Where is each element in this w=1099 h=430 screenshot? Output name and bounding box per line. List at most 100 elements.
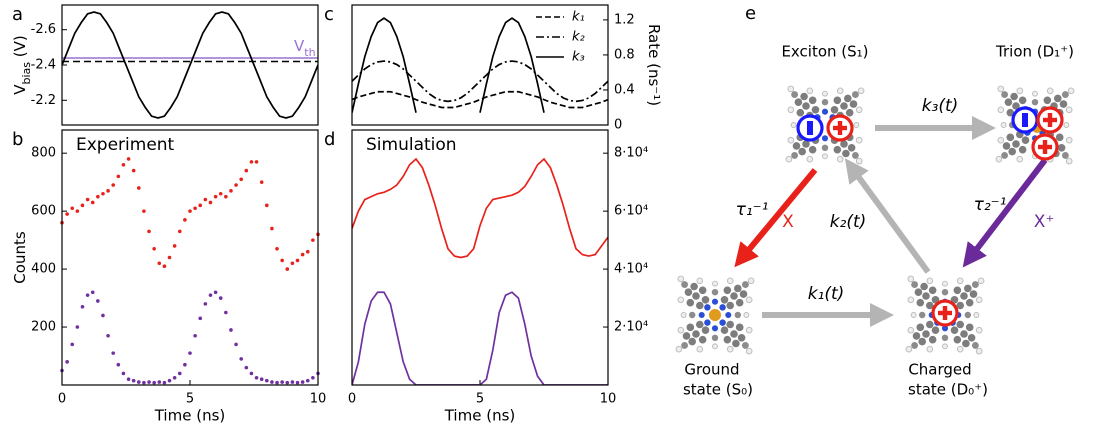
x-tick-label: 5 [186,392,194,407]
data-point [80,304,85,309]
data-point [208,200,213,205]
data-point [305,249,310,254]
y-tick-label: -2.4 [31,58,56,73]
label-part: (V) [11,35,29,62]
y-tick-label: -2.6 [31,22,56,37]
data-point [152,380,156,385]
data-point [244,365,249,370]
data-point [265,203,269,208]
data-point [131,378,136,383]
data-point [234,342,238,347]
charge [1036,106,1064,134]
data-point [188,209,192,213]
label-part: bias [20,62,33,85]
data-point [275,247,279,251]
x-axis-label: Time (ns) [444,407,516,425]
data-point [177,371,182,376]
data-point [198,316,203,321]
data-point [213,290,218,295]
data-point [249,160,254,164]
data-point [131,168,136,173]
data-point [157,380,162,384]
plot-frame [61,129,319,386]
label-part: th [304,45,315,58]
y-tick-label: 6·10⁴ [614,204,648,219]
y-tick-label: 8·10⁴ [614,146,648,161]
data-point [208,293,213,297]
data-point [96,299,100,303]
data-point [305,378,310,383]
label-part: V [11,84,29,95]
data-point [167,378,172,383]
data-point [213,194,218,199]
reference-label: Vth [294,36,316,58]
panel-label: e [745,3,756,24]
data-line [352,157,608,259]
data-point [183,362,187,367]
y-tick-label: 600 [31,204,56,219]
data-point [254,375,259,380]
data-point [75,209,80,213]
y-tick-label: 0 [614,118,622,133]
charge [796,114,824,142]
x-axis-label: Time (ns) [154,407,226,425]
data-point [80,203,85,208]
charge [1031,133,1059,161]
data-point [85,293,90,297]
data-point [239,357,243,361]
legend-label: k₁ [572,10,585,25]
data-point [111,351,115,355]
data-point [311,238,315,242]
legend-label: k₃ [572,50,585,65]
data-point [162,264,167,268]
emission-label: X [782,212,794,232]
data-point [121,371,126,376]
arrow [962,158,1048,268]
annotation: Simulation [366,135,457,155]
legend-label: k₂ [572,30,585,45]
y-axis-label: Vbias (V) [11,35,33,95]
diagram: e Exciton (S₁) Trion (D₁⁺) Ground state … [676,3,1074,399]
y-tick-label: 0.4 [614,82,635,97]
state-label: Ground [684,361,739,379]
state-label: state (S₀) [683,381,753,399]
panel-label: c [324,4,334,25]
state-label: state (D₀⁺) [908,381,988,399]
rate-label: τ₂⁻¹ [974,195,1007,215]
data-point [167,255,172,260]
data-point [270,380,274,384]
data-point [147,380,151,384]
data-point [203,197,208,202]
data-point [116,174,121,179]
data-point [106,333,110,338]
data-point [285,380,290,385]
y-tick-label: 4·10⁴ [614,262,648,277]
data-point [147,229,151,234]
data-point [183,218,187,222]
arrow [844,158,931,274]
data-line [352,18,608,113]
data-point [244,168,249,173]
y-axis-label: Rate (ns⁻¹) [646,24,664,106]
charge [826,114,854,142]
y-tick-label: 400 [31,262,56,277]
data-point [249,371,254,376]
data-point [85,197,90,202]
data-point [152,247,156,251]
data-point [198,203,203,208]
data-point [193,333,197,338]
y-tick-label: 800 [31,146,56,161]
label-part: Counts [11,231,29,284]
label-part: Rate (ns⁻¹) [646,24,664,106]
data-point [142,380,146,385]
data-point [172,244,177,248]
data-point [229,189,233,193]
data-point [300,252,305,257]
data-point [290,261,295,266]
data-point [70,342,75,347]
x-tick-label: 10 [600,392,617,407]
y-tick-label: 200 [31,320,56,335]
emission-label: X⁺ [1034,212,1055,232]
data-point [65,360,69,364]
